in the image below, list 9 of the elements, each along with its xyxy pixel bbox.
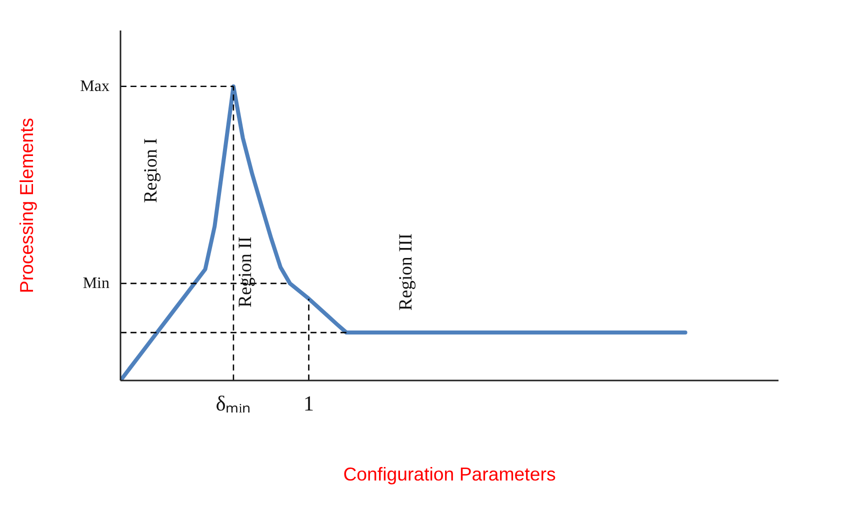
annotation: Region III <box>396 233 417 311</box>
annotation: Region II <box>235 236 256 308</box>
ref-line-label: Max <box>80 78 110 95</box>
annotation: Region I <box>140 138 162 203</box>
x-axis-title: Configuration Parameters <box>343 464 556 484</box>
x-tick-label: 1 <box>303 392 314 416</box>
y-axis-title: Processing Elements <box>16 118 38 294</box>
x-tick-label: δₘᵢₙ <box>216 392 252 416</box>
ref-line-label: Min <box>82 274 110 292</box>
